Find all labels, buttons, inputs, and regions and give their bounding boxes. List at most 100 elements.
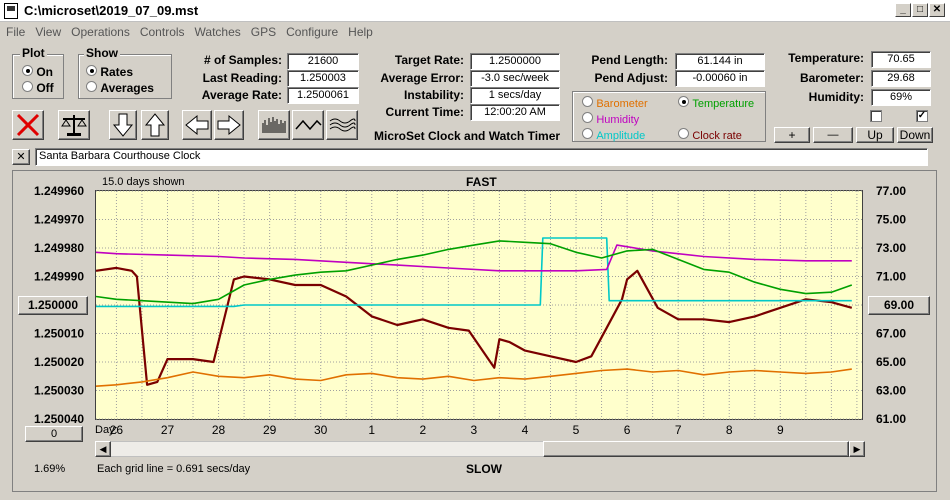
y-tick-label-left: 1.250040 bbox=[34, 412, 84, 426]
target-rate-field[interactable]: 1.2500000 bbox=[470, 53, 560, 70]
menu-bar: File View Operations Controls Watches GPS Conf… bbox=[0, 22, 950, 42]
red-x-icon bbox=[16, 113, 40, 137]
show-rates-radio[interactable]: Rates bbox=[86, 65, 133, 79]
y-tick-label-right: 71.00 bbox=[876, 270, 906, 284]
pend-adjust-field[interactable]: -0.00060 in bbox=[675, 70, 765, 87]
slow-label: SLOW bbox=[466, 462, 502, 476]
balance-button[interactable] bbox=[58, 110, 90, 140]
scroll-right-button[interactable] bbox=[214, 110, 244, 140]
radio-indicator bbox=[86, 81, 97, 92]
balance-scale-icon bbox=[61, 115, 87, 136]
fast-label: FAST bbox=[466, 175, 497, 189]
radio-indicator bbox=[582, 96, 593, 107]
zero-button[interactable]: 0 bbox=[25, 426, 83, 442]
up-button[interactable]: Up bbox=[856, 127, 894, 143]
x-tick-label: 3 bbox=[471, 423, 478, 437]
samples-label: # of Samples: bbox=[203, 53, 282, 67]
arrow-left-icon bbox=[185, 114, 209, 136]
day-label: Day: bbox=[95, 424, 118, 436]
stop-button[interactable] bbox=[12, 110, 44, 140]
samples-field: 21600 bbox=[287, 53, 359, 70]
down-button[interactable]: Down bbox=[897, 127, 933, 143]
center-env-button[interactable]: 69.00 bbox=[868, 296, 930, 315]
radio-indicator bbox=[678, 96, 689, 107]
overlay-options-group bbox=[572, 91, 766, 142]
menu-gps[interactable]: GPS bbox=[250, 25, 277, 39]
temperature-option[interactable]: Temperature bbox=[678, 96, 754, 110]
barometer-label: Barometer: bbox=[799, 71, 864, 85]
menu-file[interactable]: File bbox=[6, 25, 26, 39]
barometer-option[interactable]: Barometer bbox=[582, 96, 648, 110]
scroll-left-button[interactable] bbox=[182, 110, 212, 140]
radio-indicator bbox=[582, 128, 593, 139]
y-tick-label-right: 67.00 bbox=[876, 327, 906, 341]
clock-rate-option-label: Clock rate bbox=[692, 130, 742, 142]
instability-field: 1 secs/day bbox=[470, 87, 560, 104]
title-bar[interactable]: C:\microset\2019_07_09.mst _ □ ✕ bbox=[0, 0, 950, 22]
minus-button[interactable]: — bbox=[813, 127, 853, 143]
smooth-view-button[interactable] bbox=[326, 110, 358, 140]
minimize-button[interactable]: _ bbox=[895, 3, 911, 17]
clear-clock-button[interactable]: ✕ bbox=[12, 149, 30, 165]
menu-watches[interactable]: Watches bbox=[194, 25, 241, 39]
scroll-left-arrow[interactable]: ◀ bbox=[95, 441, 111, 457]
average-error-field: -3.0 sec/week bbox=[470, 70, 560, 87]
amplitude-option[interactable]: Amplitude bbox=[582, 128, 645, 142]
option-checkbox-1[interactable] bbox=[870, 110, 882, 122]
y-tick-label-right: 65.00 bbox=[876, 355, 906, 369]
x-tick-label: 27 bbox=[161, 423, 175, 437]
x-tick-label: 28 bbox=[212, 423, 226, 437]
humidity-option[interactable]: Humidity bbox=[582, 112, 639, 126]
plus-button[interactable]: + bbox=[774, 127, 810, 143]
radio-indicator bbox=[22, 81, 33, 92]
x-tick-label: 5 bbox=[573, 423, 580, 437]
arrow-right-icon bbox=[217, 114, 241, 136]
menu-help[interactable]: Help bbox=[348, 25, 373, 39]
arrow-down-icon bbox=[112, 113, 134, 137]
menu-operations[interactable]: Operations bbox=[71, 25, 130, 39]
pend-length-label: Pend Length: bbox=[591, 53, 668, 67]
scroll-up-button[interactable] bbox=[141, 110, 169, 140]
current-time-label: Current Time: bbox=[385, 105, 464, 119]
days-shown-label: 15.0 days shown bbox=[102, 176, 185, 188]
humidity-label: Humidity: bbox=[808, 90, 864, 104]
series-line-amplitude bbox=[96, 237, 852, 308]
y-tick-label-left: 1.250010 bbox=[34, 327, 84, 341]
bar-view-button[interactable] bbox=[258, 110, 290, 140]
menu-controls[interactable]: Controls bbox=[139, 25, 185, 39]
radio-indicator bbox=[86, 65, 97, 76]
x-tick-label: 7 bbox=[675, 423, 682, 437]
scroll-down-button[interactable] bbox=[109, 110, 137, 140]
multi-wave-icon bbox=[329, 118, 356, 132]
option-checkbox-2[interactable]: ✓ bbox=[916, 110, 928, 122]
app-icon bbox=[4, 3, 18, 19]
arrow-up-icon bbox=[144, 113, 166, 137]
clock-rate-option[interactable]: Clock rate bbox=[678, 128, 742, 142]
center-rate-button[interactable]: 1.250000 bbox=[18, 296, 88, 315]
line-view-button[interactable] bbox=[292, 110, 324, 140]
temperature-option-label: Temperature bbox=[692, 98, 755, 110]
series-line-barometer bbox=[95, 368, 852, 387]
radio-indicator bbox=[22, 65, 33, 76]
maximize-button[interactable]: □ bbox=[912, 3, 928, 17]
scroll-right-arrow[interactable]: ▶ bbox=[849, 441, 865, 457]
humidity-field: 69% bbox=[871, 89, 931, 106]
y-tick-label-right: 73.00 bbox=[876, 241, 906, 255]
show-averages-radio[interactable]: Averages bbox=[86, 81, 154, 95]
amplitude-option-label: Amplitude bbox=[596, 130, 646, 142]
show-group bbox=[78, 54, 172, 99]
scrollbar-thumb[interactable] bbox=[543, 441, 849, 457]
x-tick-label: 6 bbox=[624, 423, 631, 437]
x-tick-label: 30 bbox=[314, 423, 328, 437]
menu-configure[interactable]: Configure bbox=[286, 25, 339, 39]
plot-off-radio[interactable]: Off bbox=[22, 81, 54, 95]
close-window-button[interactable]: ✕ bbox=[929, 3, 945, 17]
plot-on-radio[interactable]: On bbox=[22, 65, 53, 79]
temperature-field: 70.65 bbox=[871, 51, 931, 68]
menu-view[interactable]: View bbox=[35, 25, 62, 39]
clock-name-field[interactable]: Santa Barbara Courthouse Clock bbox=[35, 148, 928, 166]
last-reading-label: Last Reading: bbox=[202, 71, 282, 85]
x-tick-label: 9 bbox=[777, 423, 784, 437]
wave-line-icon bbox=[295, 119, 322, 131]
average-rate-field: 1.2500061 bbox=[287, 87, 359, 104]
